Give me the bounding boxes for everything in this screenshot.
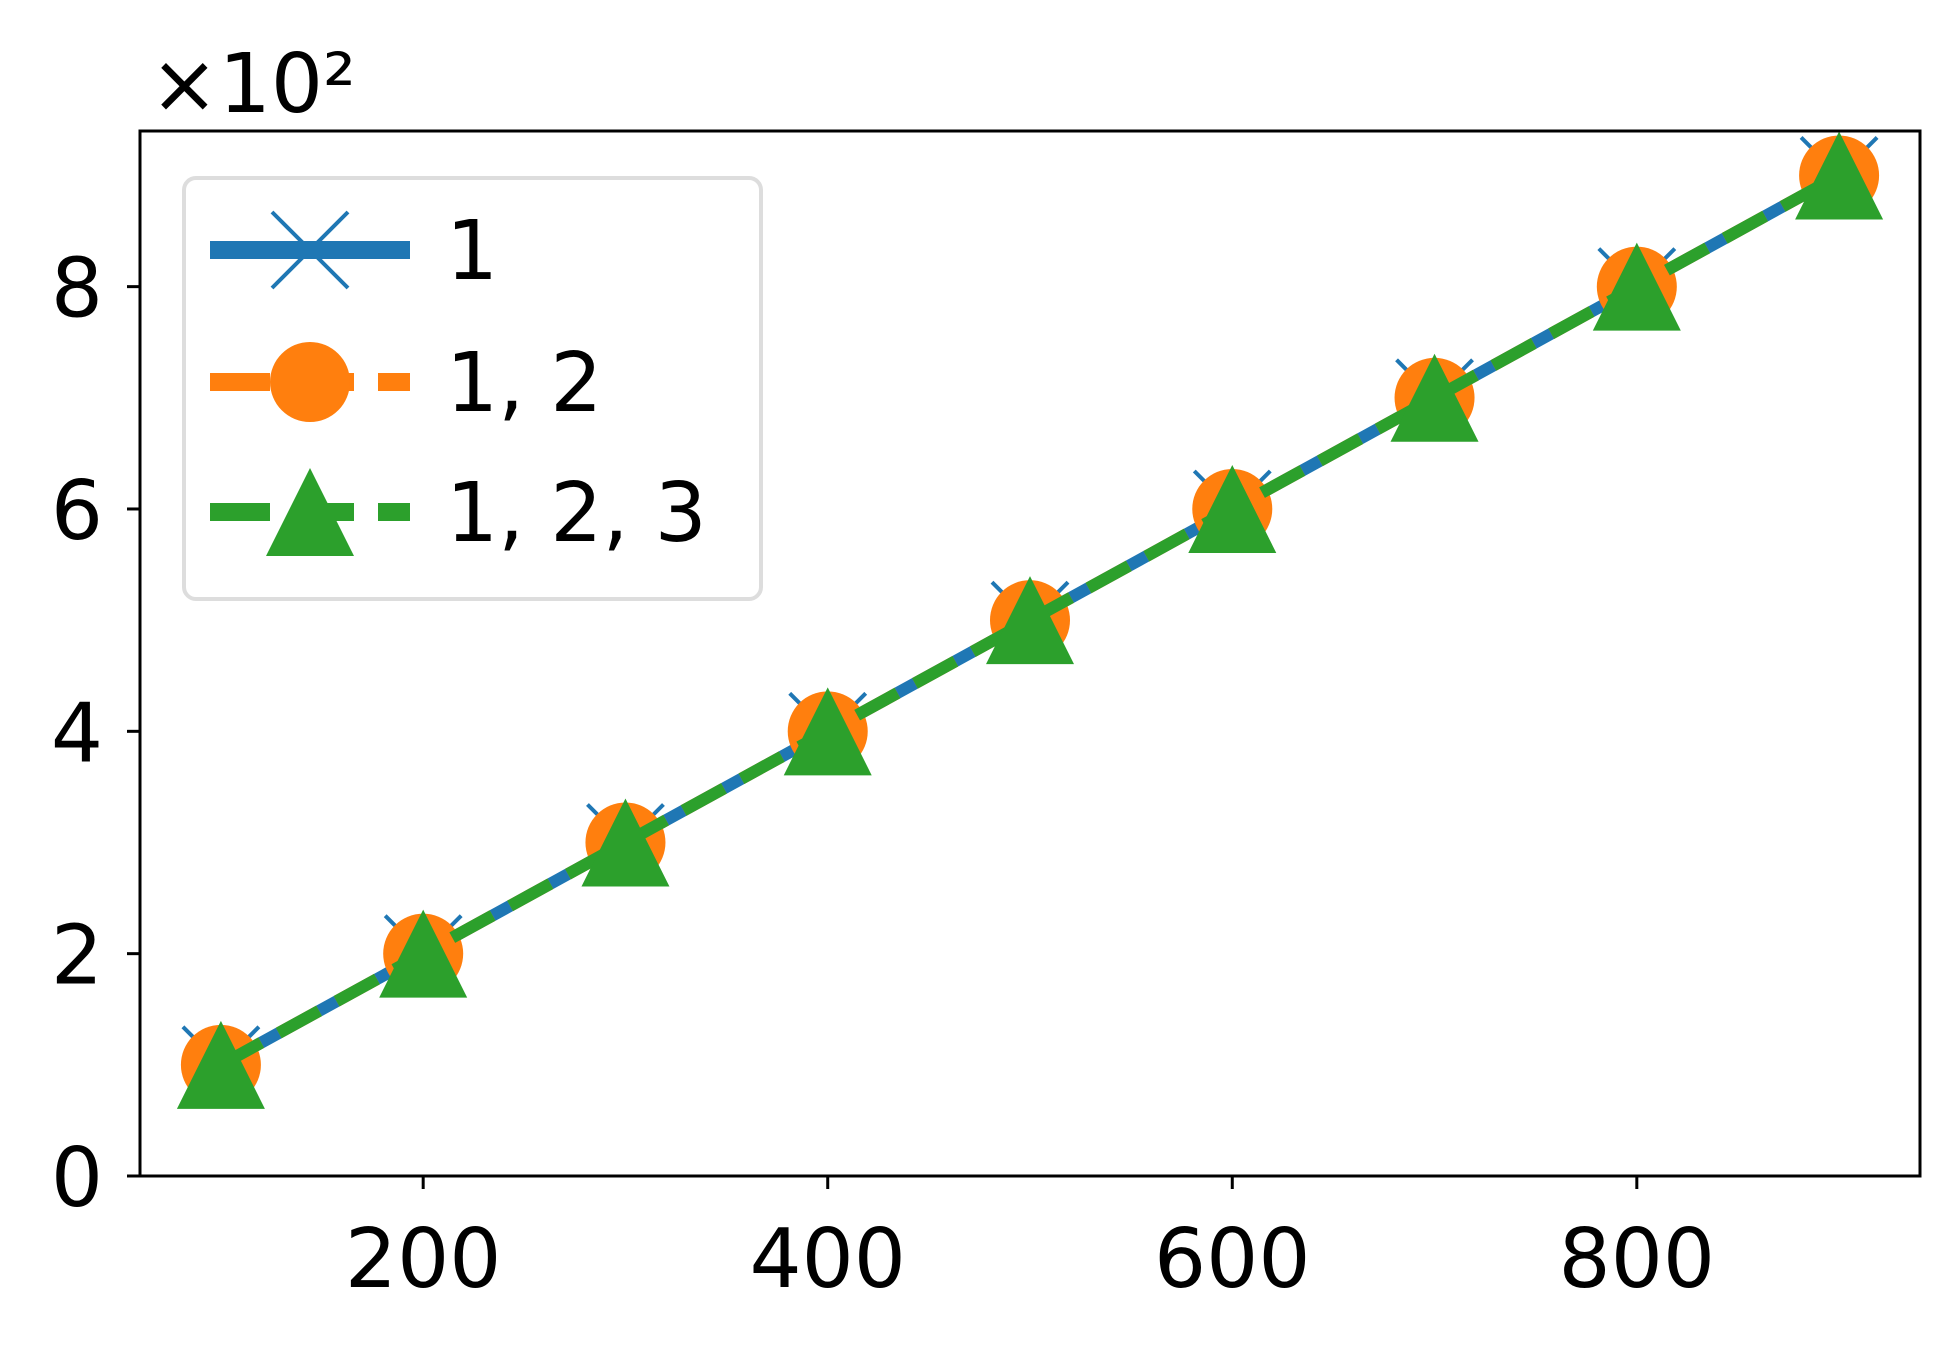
data-point xyxy=(986,576,1074,665)
data-point xyxy=(176,1020,265,1109)
legend-label: 1, 2 xyxy=(446,336,602,431)
legend: 1 1, 2 1, 2, 3 xyxy=(182,176,763,601)
data-point xyxy=(1795,131,1884,220)
data-point xyxy=(581,798,670,887)
legend-marker xyxy=(270,342,350,422)
legend-label: 1 xyxy=(446,204,498,299)
series-3 xyxy=(176,131,1884,1109)
data-point xyxy=(1390,353,1479,442)
series-layer xyxy=(176,131,1884,1109)
axes-layer: 200 400 600 800 0 2 4 6 8 xyxy=(51,242,1715,1307)
x-tick-label: 600 xyxy=(1154,1212,1311,1307)
y-tick-label: 2 xyxy=(51,909,103,1004)
x-tick-label: 400 xyxy=(749,1212,906,1307)
y-multiplier-label: ×10² xyxy=(150,37,356,132)
x-tick-label: 800 xyxy=(1559,1212,1716,1307)
data-point xyxy=(379,909,468,998)
data-point xyxy=(1188,464,1277,553)
legend-entry-2: 1, 2 xyxy=(210,336,602,431)
data-point xyxy=(783,687,872,776)
data-point xyxy=(1592,242,1681,331)
legend-box xyxy=(182,176,763,601)
y-tick-label: 8 xyxy=(51,242,103,337)
legend-entry-1: 1 xyxy=(210,204,498,299)
legend-marker xyxy=(266,468,354,556)
plot-frame xyxy=(138,129,1922,1178)
legend-marker-b xyxy=(270,210,350,290)
y-tick-label: 6 xyxy=(51,464,103,559)
y-tick-label: 4 xyxy=(51,686,103,781)
y-tick-label: 0 xyxy=(51,1131,103,1226)
x-tick-label: 200 xyxy=(345,1212,502,1307)
series-line xyxy=(218,170,1842,1071)
legend-label: 1, 2, 3 xyxy=(446,466,707,561)
legend-entry-3: 1, 2, 3 xyxy=(210,466,707,561)
